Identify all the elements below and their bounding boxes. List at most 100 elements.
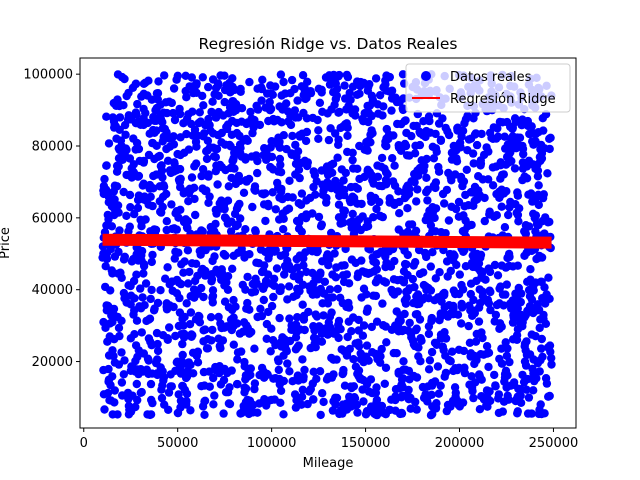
scatter-point bbox=[179, 333, 189, 342]
scatter-point bbox=[209, 400, 218, 409]
regression-line-path bbox=[102, 233, 552, 249]
scatter-point bbox=[234, 171, 244, 181]
scatter-point bbox=[400, 259, 410, 269]
scatter-point bbox=[539, 314, 548, 324]
scatter-point bbox=[178, 321, 187, 330]
scatter-point bbox=[300, 365, 309, 375]
scatter-point bbox=[158, 192, 168, 201]
scatter-point bbox=[251, 274, 260, 283]
scatter-point bbox=[291, 113, 300, 122]
scatter-point bbox=[160, 124, 169, 134]
scatter-point bbox=[458, 181, 467, 191]
y-tick-label: 60000 bbox=[32, 211, 73, 226]
scatter-point bbox=[468, 149, 478, 158]
scatter-point bbox=[285, 176, 294, 185]
scatter-point bbox=[172, 166, 181, 175]
scatter-point bbox=[480, 216, 489, 226]
scatter-point bbox=[309, 395, 318, 404]
scatter-point bbox=[191, 137, 201, 147]
scatter-point bbox=[160, 400, 169, 409]
scatter-point bbox=[267, 301, 277, 311]
scatter-point bbox=[326, 124, 335, 133]
scatter-point bbox=[534, 190, 543, 199]
scatter-point bbox=[544, 273, 553, 282]
scatter-point bbox=[224, 182, 233, 191]
scatter-point bbox=[260, 144, 269, 153]
scatter-point bbox=[157, 208, 166, 217]
scatter-point bbox=[443, 272, 452, 281]
scatter-point bbox=[208, 75, 218, 84]
scatter-point bbox=[247, 152, 256, 161]
scatter-point bbox=[178, 381, 187, 391]
scatter-point bbox=[460, 119, 469, 128]
scatter-point bbox=[484, 147, 493, 156]
scatter-point bbox=[225, 78, 234, 88]
scatter-point bbox=[543, 343, 553, 352]
scatter-point bbox=[147, 395, 156, 405]
scatter-point bbox=[327, 105, 336, 114]
y-tick-label: 40000 bbox=[32, 283, 73, 298]
scatter-point bbox=[207, 277, 216, 286]
scatter-point bbox=[387, 325, 397, 334]
scatter-point bbox=[399, 357, 408, 366]
scatter-point bbox=[496, 161, 505, 170]
scatter-point bbox=[412, 405, 421, 414]
scatter-point bbox=[355, 215, 364, 224]
scatter-point bbox=[165, 280, 174, 289]
scatter-point bbox=[342, 302, 351, 312]
scatter-point bbox=[488, 181, 498, 190]
scatter-point bbox=[402, 151, 412, 160]
scatter-point bbox=[113, 70, 123, 79]
scatter-point bbox=[451, 364, 460, 373]
scatter-point bbox=[432, 399, 441, 408]
scatter-point bbox=[480, 193, 489, 203]
scatter-point bbox=[443, 312, 453, 321]
scatter-point bbox=[228, 264, 237, 273]
scatter-point bbox=[467, 372, 476, 381]
scatter-point bbox=[194, 311, 203, 321]
scatter-point bbox=[104, 377, 113, 386]
scatter-point bbox=[492, 189, 501, 199]
scatter-point bbox=[157, 393, 167, 403]
scatter-point bbox=[427, 347, 437, 357]
scatter-point bbox=[428, 378, 437, 388]
scatter-point bbox=[535, 405, 544, 414]
scatter-point bbox=[269, 292, 278, 302]
scatter-point bbox=[528, 364, 537, 373]
scatter-point bbox=[252, 258, 261, 267]
scatter-point bbox=[119, 187, 128, 197]
scatter-point bbox=[451, 388, 460, 397]
scatter-point bbox=[370, 193, 380, 203]
scatter-point bbox=[321, 324, 330, 333]
scatter-point bbox=[490, 260, 500, 270]
scatter-point bbox=[361, 268, 370, 277]
scatter-point bbox=[424, 322, 434, 331]
scatter-point bbox=[497, 202, 506, 211]
scatter-point bbox=[294, 224, 304, 233]
scatter-point bbox=[199, 337, 208, 346]
scatter-point bbox=[434, 167, 444, 176]
scatter-point bbox=[160, 71, 169, 80]
scatter-point bbox=[137, 328, 146, 337]
legend-label-datos-reales: Datos reales bbox=[450, 70, 532, 85]
scatter-point bbox=[353, 408, 362, 417]
scatter-point bbox=[367, 322, 376, 332]
scatter-point bbox=[130, 306, 139, 315]
scatter-point bbox=[520, 172, 529, 181]
scatter-point bbox=[232, 204, 242, 213]
scatter-point bbox=[403, 250, 412, 260]
scatter-point bbox=[132, 316, 142, 325]
scatter-point bbox=[129, 168, 138, 177]
scatter-point bbox=[122, 211, 131, 220]
scatter-point bbox=[298, 71, 308, 80]
scatter-point bbox=[267, 89, 276, 98]
scatter-point bbox=[539, 126, 548, 135]
scatter-point bbox=[389, 348, 398, 358]
x-tick-label: 100000 bbox=[247, 436, 297, 451]
scatter-point bbox=[472, 140, 482, 150]
scatter-point bbox=[322, 198, 331, 207]
scatter-point bbox=[124, 394, 133, 404]
chart-title: Regresión Ridge vs. Datos Reales bbox=[199, 35, 458, 53]
scatter-point bbox=[282, 144, 291, 154]
